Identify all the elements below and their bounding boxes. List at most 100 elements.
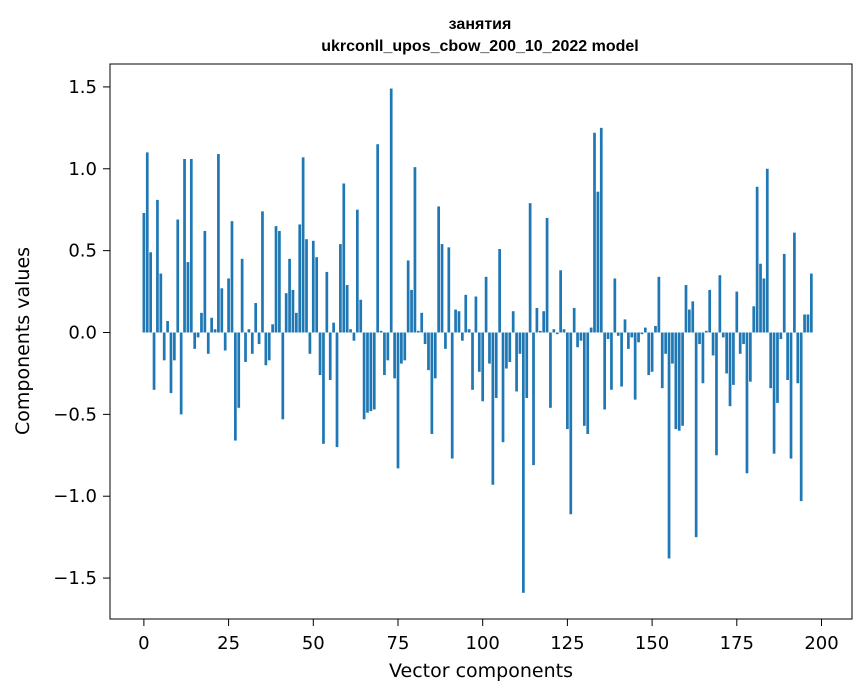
- bar-120: [549, 332, 552, 408]
- bar-62: [352, 332, 356, 341]
- bar-174: [732, 332, 735, 385]
- bar-81: [416, 330, 420, 333]
- bar-73: [389, 88, 393, 333]
- bar-33: [254, 303, 258, 333]
- bar-40: [278, 230, 281, 333]
- bar-100: [481, 332, 485, 402]
- bar-161: [688, 309, 691, 333]
- bar-54: [325, 271, 329, 333]
- bar-21: [213, 329, 217, 333]
- bar-172: [725, 332, 728, 374]
- bar-109: [511, 311, 515, 333]
- bar-19: [206, 332, 210, 354]
- bar-41: [281, 332, 285, 420]
- bar-26: [230, 221, 234, 333]
- bar-87: [437, 206, 440, 333]
- bar-107: [505, 332, 508, 369]
- bar-86: [433, 332, 437, 379]
- bar-50: [311, 240, 315, 333]
- y-tick-label: 0.5: [68, 241, 97, 262]
- bar-190: [786, 332, 789, 380]
- bar-38: [271, 324, 274, 333]
- bar-11: [179, 332, 183, 415]
- bar-45: [294, 312, 298, 333]
- bar-80: [413, 167, 417, 333]
- bar-193: [796, 332, 800, 384]
- bar-118: [542, 311, 546, 333]
- bar-16: [196, 332, 200, 338]
- x-tick-label: 150: [635, 633, 669, 654]
- bar-162: [691, 301, 695, 333]
- bar-2: [149, 252, 153, 333]
- bar-176: [738, 332, 742, 354]
- bar-157: [674, 332, 678, 430]
- bar-130: [582, 332, 586, 426]
- bar-67: [369, 332, 373, 412]
- bar-165: [701, 332, 705, 384]
- bar-14: [189, 158, 193, 333]
- bar-89: [444, 332, 447, 349]
- bar-154: [664, 332, 668, 354]
- bar-144: [630, 332, 634, 338]
- bar-169: [715, 332, 718, 456]
- bar-88: [440, 244, 444, 333]
- bar-23: [220, 288, 224, 333]
- bar-153: [660, 332, 664, 389]
- bar-44: [291, 289, 295, 333]
- bar-48: [305, 239, 308, 333]
- bar-77: [403, 332, 407, 361]
- bar-164: [698, 332, 701, 344]
- bar-84: [427, 332, 430, 371]
- bar-158: [677, 332, 681, 431]
- y-axis-label: Components values: [12, 247, 34, 435]
- x-tick-label: 200: [804, 633, 838, 654]
- bar-3: [152, 332, 156, 390]
- bar-101: [484, 276, 488, 333]
- bar-10: [176, 219, 180, 333]
- bar-184: [765, 168, 769, 333]
- bar-114: [528, 203, 532, 333]
- bar-7: [166, 321, 169, 333]
- bar-134: [596, 191, 600, 333]
- y-tick-label: 1.0: [68, 159, 97, 180]
- bar-129: [579, 332, 583, 341]
- bar-122: [555, 332, 559, 335]
- bar-195: [803, 314, 806, 333]
- bar-132: [589, 327, 593, 333]
- bar-173: [728, 332, 732, 407]
- bar-82: [420, 312, 424, 333]
- bar-76: [400, 332, 403, 364]
- bar-37: [267, 332, 271, 361]
- bar-28: [237, 332, 241, 408]
- bar-92: [454, 309, 457, 333]
- y-tick-label: −1.0: [53, 486, 97, 507]
- bar-113: [525, 332, 529, 398]
- y-tick-label: −1.5: [53, 568, 97, 589]
- bar-1: [145, 152, 149, 333]
- bar-95: [464, 294, 468, 333]
- bar-25: [227, 278, 230, 333]
- bar-197: [809, 273, 813, 333]
- bar-149: [647, 332, 651, 376]
- bar-108: [508, 332, 512, 362]
- bar-13: [186, 262, 190, 333]
- bar-196: [806, 314, 810, 333]
- bar-163: [694, 332, 698, 538]
- bar-188: [779, 332, 783, 340]
- bar-128: [576, 332, 579, 348]
- bar-186: [772, 332, 776, 454]
- plot-frame: [109, 63, 853, 620]
- bar-124: [562, 329, 566, 333]
- bar-140: [616, 332, 620, 336]
- bar-185: [769, 332, 773, 389]
- y-axis-ticks: −1.5 −1.0 −0.5 0.0 0.5 1.0 1.5: [53, 77, 110, 589]
- bar-56: [332, 322, 335, 333]
- bar-79: [410, 289, 413, 333]
- bar-99: [477, 332, 481, 372]
- bar-146: [637, 332, 640, 343]
- bar-0: [142, 212, 146, 333]
- bar-49: [308, 332, 312, 354]
- y-tick-label: −0.5: [53, 404, 97, 425]
- bar-138: [610, 332, 613, 390]
- bar-179: [749, 332, 752, 382]
